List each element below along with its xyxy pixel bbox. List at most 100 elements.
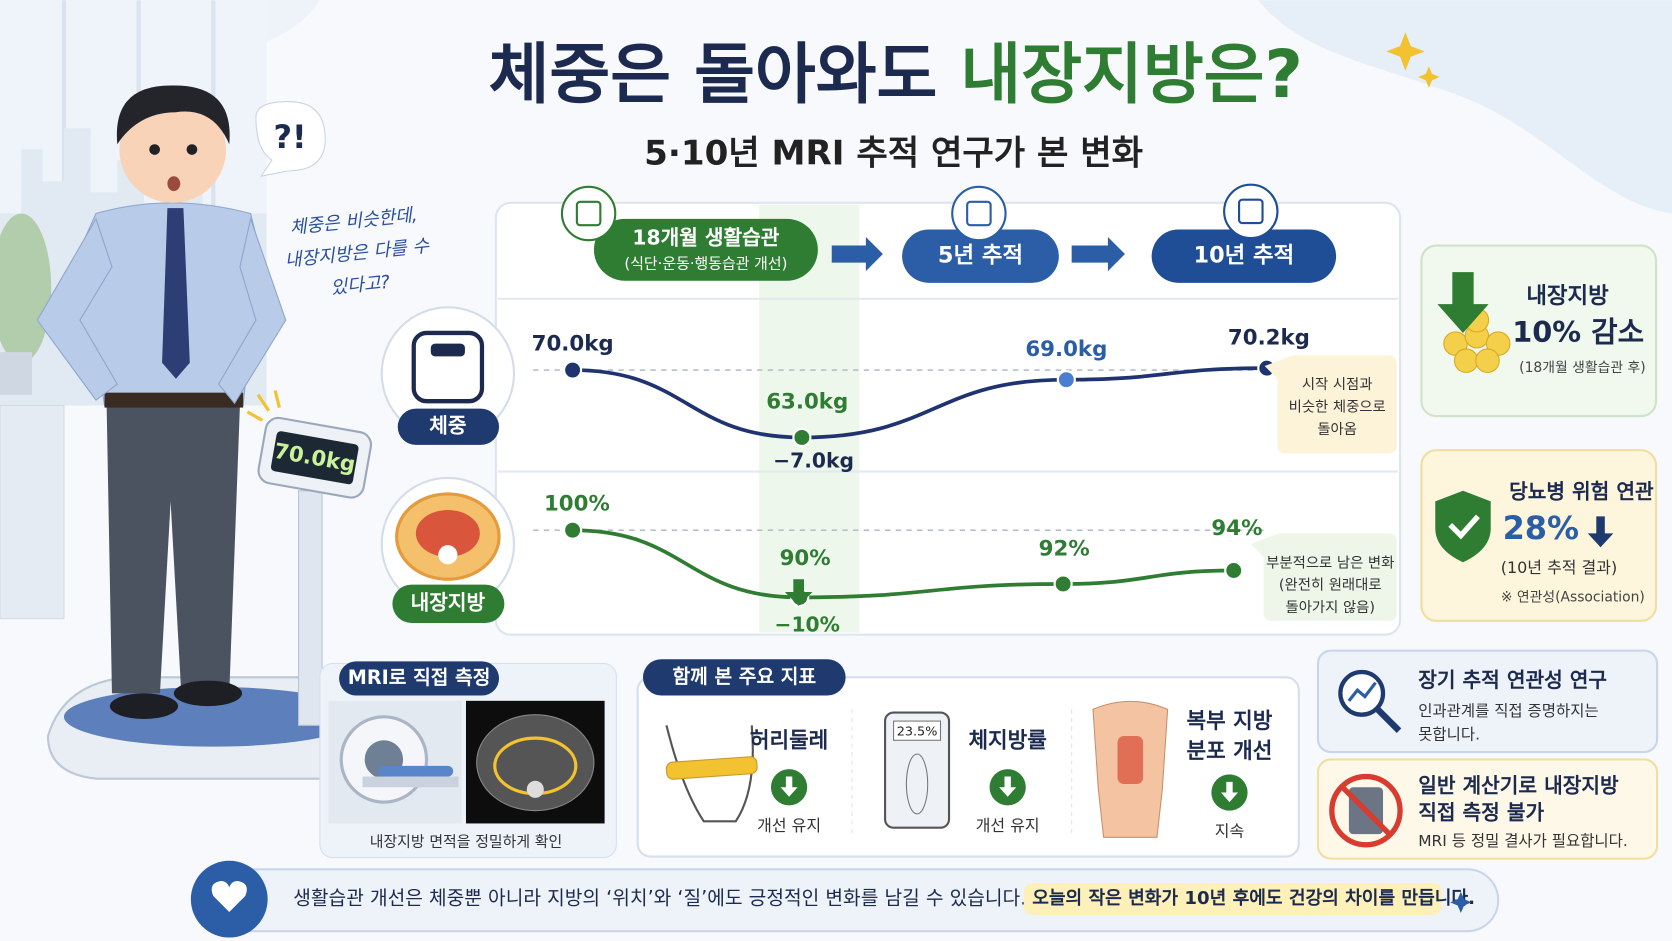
scale-icon	[411, 330, 485, 404]
change-label: −7.0kg	[773, 448, 854, 472]
card-footnote: ※ 연관성(Association)	[1501, 589, 1645, 605]
indicator-name: 체지방률	[968, 728, 1046, 753]
mri-bed	[362, 776, 459, 788]
title-gap	[937, 36, 960, 113]
magnifier-handle	[1375, 707, 1402, 733]
trend-icon	[1347, 681, 1377, 702]
box-title: 함께 본 주요 지표	[672, 665, 816, 688]
row-label: 체중	[429, 413, 466, 437]
bodyfat-figure	[905, 753, 929, 815]
motion-line	[273, 390, 281, 408]
callout-box	[1264, 355, 1397, 454]
shoe	[173, 680, 243, 707]
tape-icon	[665, 756, 758, 780]
stage-icon-glyph	[575, 200, 602, 227]
data-point	[563, 360, 583, 380]
note-title: 장기 추적 연관성 연구	[1418, 668, 1607, 692]
row-label-pill	[397, 408, 500, 445]
value-label: 63.0kg	[766, 389, 848, 414]
shield-icon	[1435, 490, 1491, 563]
fat-blob	[1453, 348, 1479, 373]
footer-text: 생활습관 개선은 체중뿐 아니라 지방의 ‘위치’와 ‘질’에도 긍정적인 변화…	[293, 887, 1026, 910]
callout-text: 부분적으로 남은 변화	[1266, 554, 1394, 571]
prohibit-icon	[1329, 773, 1403, 848]
prohibit-slash	[1339, 784, 1393, 838]
title-part: 체중은 돌아와도	[489, 36, 938, 113]
value-label: 100%	[544, 492, 610, 517]
down-arrow	[1587, 516, 1614, 548]
fat-blob	[1475, 348, 1500, 373]
indicator-name: 분포 개선	[1187, 739, 1273, 764]
indicator-arrow	[1220, 781, 1239, 803]
plant	[0, 213, 52, 363]
note-card	[1316, 649, 1659, 754]
value-label: 92%	[1039, 536, 1090, 561]
stage-icon-glyph	[1238, 198, 1264, 225]
value-label: 94%	[1211, 516, 1262, 541]
shoe	[109, 693, 179, 719]
motion-line	[246, 410, 264, 422]
note-text: 인과관계를 직접 증명하지는	[1418, 702, 1598, 720]
callout-text: 돌아옴	[1317, 421, 1357, 438]
callout-text: 시작 시점과	[1302, 376, 1373, 393]
indicator-arrow	[999, 776, 1017, 797]
heart-icon	[211, 881, 247, 912]
sparkle	[1418, 66, 1440, 88]
title-part: 내장지방은?	[960, 36, 1302, 113]
mri-patient	[378, 765, 454, 777]
box-title-pill	[339, 661, 500, 696]
bodyfat-icon	[883, 711, 951, 829]
stage-note: (식단·운동·행동습관 개선)	[624, 255, 787, 273]
card-note: (18개월 생활습관 후)	[1519, 360, 1646, 376]
hair	[116, 85, 230, 145]
footer-highlight-bg	[1023, 883, 1442, 916]
scale-icon-dial	[430, 343, 465, 357]
value-label: 70.0kg	[532, 332, 614, 357]
data-point	[792, 427, 812, 448]
card-highlight: 10% 감소	[1512, 315, 1644, 349]
abs-icon	[1117, 736, 1144, 784]
data-point	[563, 520, 583, 540]
eye	[186, 144, 198, 155]
indicator-status: 개선 유지	[757, 816, 821, 835]
value-label: 70.2kg	[1228, 325, 1310, 350]
stage-arrow	[1071, 236, 1125, 272]
cabinet	[0, 404, 65, 620]
card-note: (10년 추적 결과)	[1501, 558, 1618, 577]
down-arrow	[784, 579, 813, 606]
eye	[149, 144, 160, 155]
value-label: 90%	[780, 546, 831, 571]
sparkle	[1450, 891, 1472, 914]
mouth	[167, 176, 181, 192]
mri-caption: 내장지방 면적을 정밀하게 확인	[370, 833, 563, 851]
speech-bubble	[255, 101, 326, 177]
indicator-arrow	[780, 776, 798, 797]
check-icon	[1448, 514, 1480, 540]
plant-pot	[0, 352, 32, 395]
arm-right	[217, 216, 287, 405]
box-title: MRI로 직접 측정	[348, 666, 491, 689]
footer-highlight: 오늘의 작은 변화가 10년 후에도 건강의 차이를 만듭니다.	[1032, 888, 1475, 909]
note-title: 일반 계산기로 내장지방	[1418, 774, 1619, 798]
callout-text: 돌아가지 않음)	[1285, 599, 1375, 616]
change-label: −10%	[774, 613, 839, 637]
stage-title: 5년 추적	[938, 243, 1023, 269]
callout-box	[1250, 533, 1397, 621]
bodyfat-screen	[893, 720, 942, 741]
stage-icon	[951, 185, 1007, 242]
scale-pole	[298, 490, 323, 726]
stage-icon	[560, 185, 617, 242]
note-text: MRI 등 정밀 결사가 필요합니다.	[1418, 832, 1628, 850]
card-title: 내장지방	[1526, 283, 1609, 309]
indicator-status: 개선 유지	[976, 816, 1040, 835]
fat-icon-inner	[415, 509, 480, 557]
exclaim-text: ?!	[273, 118, 306, 156]
stage-arrow	[831, 236, 883, 272]
note-text: 못합니다.	[1418, 725, 1480, 743]
stage-icon-glyph	[966, 200, 992, 227]
head	[119, 96, 227, 203]
stage-pill	[1151, 229, 1337, 283]
data-point	[1056, 370, 1076, 390]
row-label-pill	[392, 584, 505, 623]
indicator-name: 허리둘레	[750, 728, 828, 753]
